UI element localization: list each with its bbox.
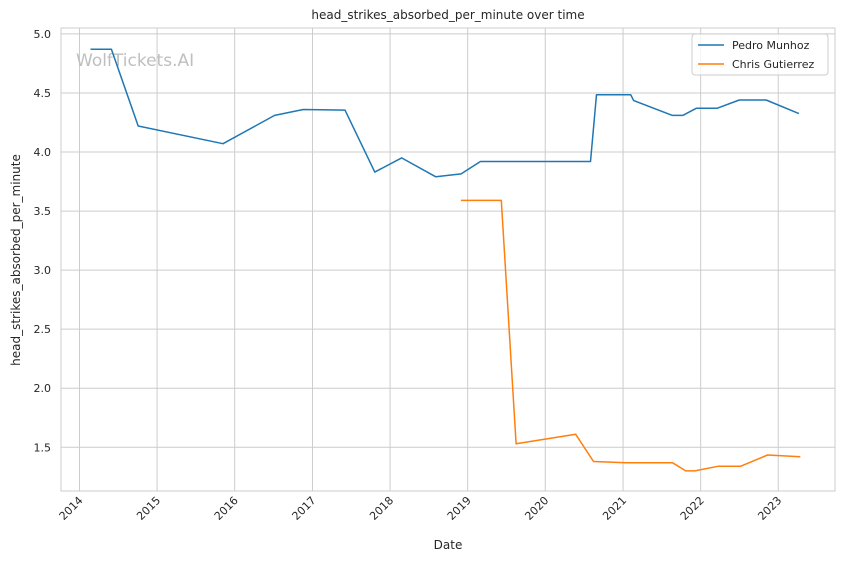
grid (61, 28, 835, 491)
legend-box (691, 33, 829, 76)
y-tick-label-4.5: 4.5 (34, 87, 52, 100)
plot-area-frame (60, 27, 836, 492)
series-line-chris-gutierrez (460, 199, 801, 472)
y-tick-label-2.0: 2.0 (34, 382, 52, 395)
chart-title: head_strikes_absorbed_per_minute over ti… (311, 8, 584, 22)
y-tick-label-4.0: 4.0 (34, 146, 52, 159)
y-tick-label-1.5: 1.5 (34, 441, 52, 454)
legend-label-pedro-munhoz: Pedro Munhoz (732, 39, 810, 52)
y-tick-label-3.5: 3.5 (34, 205, 52, 218)
series-line-pedro-munhoz (90, 48, 800, 178)
x-axis-label: Date (434, 538, 463, 552)
y-tick-label-2.5: 2.5 (34, 323, 52, 336)
y-tick-label-3.0: 3.0 (34, 264, 52, 277)
y-axis-label: head_strikes_absorbed_per_minute (9, 154, 23, 366)
legend-label-chris-gutierrez: Chris Gutierrez (732, 58, 814, 71)
y-tick-label-5.0: 5.0 (34, 28, 52, 41)
legend: Pedro Munhoz Chris Gutierrez (691, 33, 829, 76)
watermark: WolfTickets.AI (76, 51, 194, 71)
series-lines (90, 48, 801, 472)
